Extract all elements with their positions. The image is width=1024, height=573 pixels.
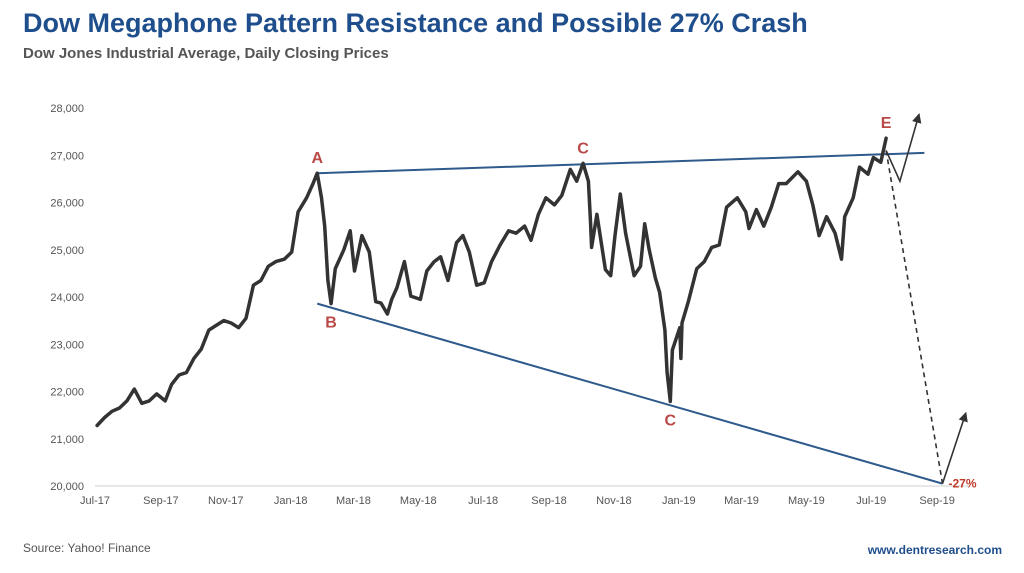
pattern-point-labels: A B C C E -27% xyxy=(311,115,976,490)
trendline-upper xyxy=(317,151,925,175)
trendline-lower xyxy=(316,302,943,485)
y-tick-label: 25,000 xyxy=(50,245,84,257)
point-label: -27% xyxy=(948,477,976,491)
trendlines xyxy=(316,151,943,485)
x-axis: Jul-17 Sep-17 Nov-17 Jan-18 Mar-18 May-18 Jul-… xyxy=(80,495,955,507)
projection-arrows xyxy=(885,113,968,484)
point-label: E xyxy=(881,115,892,132)
y-tick-label: 22,000 xyxy=(50,387,84,399)
projection-dashed-0 xyxy=(885,150,944,484)
x-tick-label: Jan-19 xyxy=(662,495,696,507)
x-tick-label: Jul-19 xyxy=(856,495,886,507)
y-tick-label: 28,000 xyxy=(50,103,84,115)
y-tick-label: 23,000 xyxy=(50,339,84,351)
x-tick-label: Jul-18 xyxy=(468,495,498,507)
point-label: B xyxy=(325,315,337,332)
source-note: Source: Yahoo! Finance xyxy=(23,541,151,555)
x-tick-label: Sep-18 xyxy=(531,495,566,507)
point-label: C xyxy=(577,140,589,157)
x-tick-label: Sep-17 xyxy=(143,495,178,507)
chart-subtitle: Dow Jones Industrial Average, Daily Clos… xyxy=(23,45,389,62)
x-tick-label: May-19 xyxy=(788,495,825,507)
x-tick-label: May-18 xyxy=(400,495,437,507)
x-tick-label: Mar-19 xyxy=(724,495,759,507)
projection-arrow-1 xyxy=(885,113,922,184)
y-tick-label: 24,000 xyxy=(50,292,84,304)
website-link[interactable]: www.dentresearch.com xyxy=(867,543,1002,557)
x-tick-label: Nov-18 xyxy=(596,495,631,507)
y-tick-label: 26,000 xyxy=(50,198,84,210)
x-tick-label: Mar-18 xyxy=(336,495,371,507)
x-tick-label: Nov-17 xyxy=(208,495,243,507)
y-tick-label: 27,000 xyxy=(50,150,84,162)
projection-arrow-2 xyxy=(941,411,968,484)
x-tick-label: Sep-19 xyxy=(919,495,954,507)
y-tick-label: 21,000 xyxy=(50,434,84,446)
chart-title: Dow Megaphone Pattern Resistance and Pos… xyxy=(23,8,808,38)
y-tick-label: 20,000 xyxy=(50,481,84,493)
x-tick-label: Jul-17 xyxy=(80,495,110,507)
x-tick-label: Jan-18 xyxy=(274,495,308,507)
point-label: A xyxy=(311,150,323,167)
y-axis: 20,000 21,000 22,000 23,000 24,000 25,000 26,0… xyxy=(50,103,84,493)
dow-price-line xyxy=(95,136,888,428)
point-label: C xyxy=(664,412,676,429)
